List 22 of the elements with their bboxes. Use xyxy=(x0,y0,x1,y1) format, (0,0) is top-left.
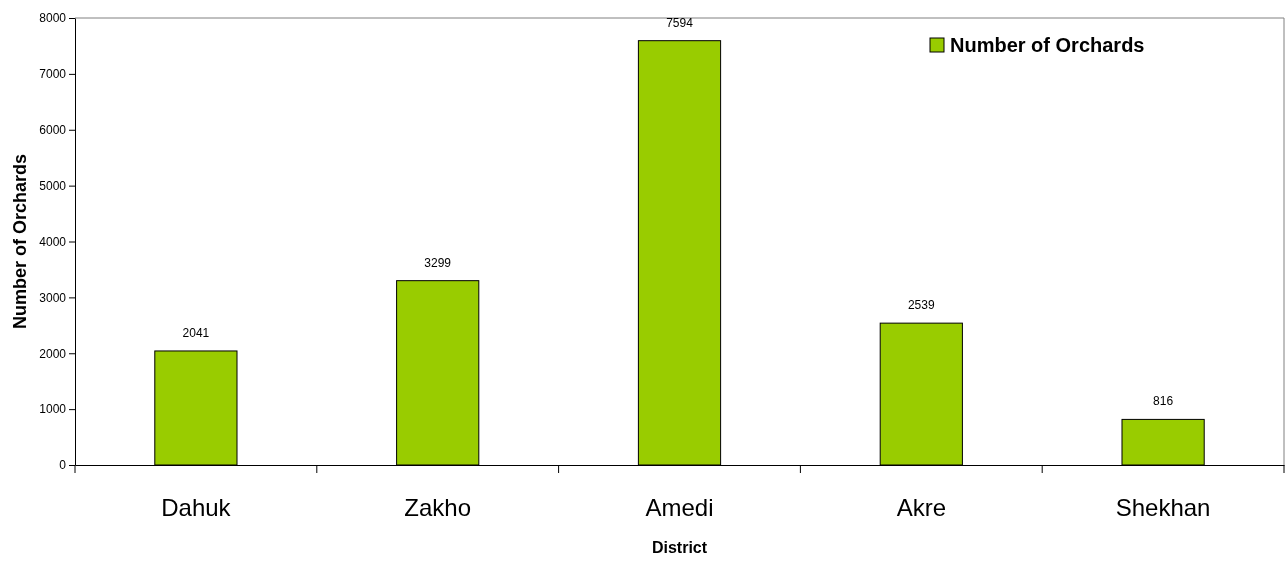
data-label: 2041 xyxy=(182,325,210,340)
y-axis-title: Number of Orchards xyxy=(10,153,30,330)
x-tick-label: Amedi xyxy=(645,494,714,522)
data-label: 7594 xyxy=(666,15,694,30)
legend-label: Number of Orchards xyxy=(950,34,1145,56)
x-tick-label: Shekhan xyxy=(1115,494,1211,522)
y-tick-label: 4000 xyxy=(39,234,67,249)
y-tick-label: 2000 xyxy=(39,346,67,361)
x-tick-label: Dahuk xyxy=(161,494,232,522)
data-label: 2539 xyxy=(907,298,935,313)
y-tick-label: 0 xyxy=(59,458,67,473)
x-axis-title: District xyxy=(651,539,708,556)
y-tick-label: 7000 xyxy=(39,67,67,82)
y-tick-label: 3000 xyxy=(39,290,67,305)
data-label: 816 xyxy=(1153,394,1174,409)
data-label: 3299 xyxy=(424,255,452,270)
y-tick-label: 5000 xyxy=(39,178,67,193)
y-tick-label: 8000 xyxy=(39,11,67,26)
x-tick-label: Akre xyxy=(896,494,946,522)
x-tick-label: Zakho xyxy=(404,494,472,522)
y-tick-label: 6000 xyxy=(39,123,67,138)
y-tick-label: 1000 xyxy=(39,402,67,417)
